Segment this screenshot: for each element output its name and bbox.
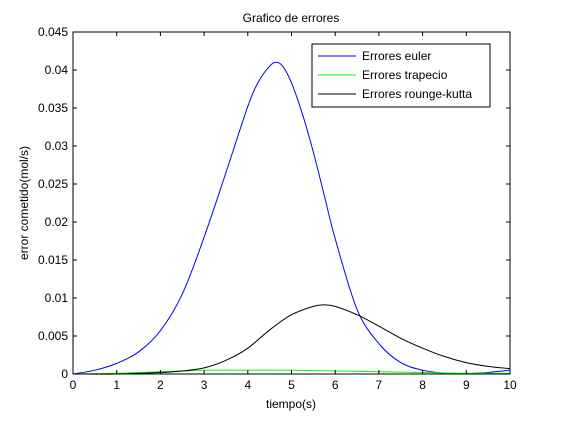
x-tick-label: 2 — [157, 378, 164, 392]
x-tick-label: 8 — [419, 378, 426, 392]
x-axis-label: tiempo(s) — [266, 397, 316, 411]
y-tick-label: 0.02 — [45, 215, 69, 229]
x-tick-label: 9 — [463, 378, 470, 392]
legend: Errores euler Errores trapecio Errores rou… — [311, 43, 491, 108]
y-tick-label: 0.015 — [38, 253, 68, 267]
legend-label: Errores trapecio — [362, 68, 448, 82]
y-tick-label: 0.025 — [38, 177, 68, 191]
y-tick-label: 0.035 — [38, 101, 68, 115]
y-tick-label: 0.005 — [38, 329, 68, 343]
x-tick-label: 6 — [332, 378, 339, 392]
x-tick-label: 7 — [376, 378, 383, 392]
x-tick-label: 10 — [503, 378, 517, 392]
legend-label: Errores rounge-kutta — [362, 87, 472, 101]
x-tick-label: 5 — [288, 378, 295, 392]
y-tick-label: 0.03 — [45, 139, 69, 153]
legend-label: Errores euler — [362, 49, 431, 63]
y-tick-label: 0 — [61, 367, 68, 381]
chart-title: Grafico de errores — [243, 11, 340, 25]
y-tick-label: 0.01 — [45, 291, 69, 305]
y-tick-label: 0.04 — [45, 63, 69, 77]
y-tick-label: 0.045 — [38, 25, 68, 39]
x-tick-label: 1 — [113, 378, 120, 392]
x-tick-label: 0 — [70, 378, 77, 392]
series-line-3 — [72, 304, 511, 375]
x-tick-label: 3 — [201, 378, 208, 392]
y-axis-label: error cometido(mol/s) — [17, 146, 31, 260]
x-tick-label: 4 — [244, 378, 251, 392]
